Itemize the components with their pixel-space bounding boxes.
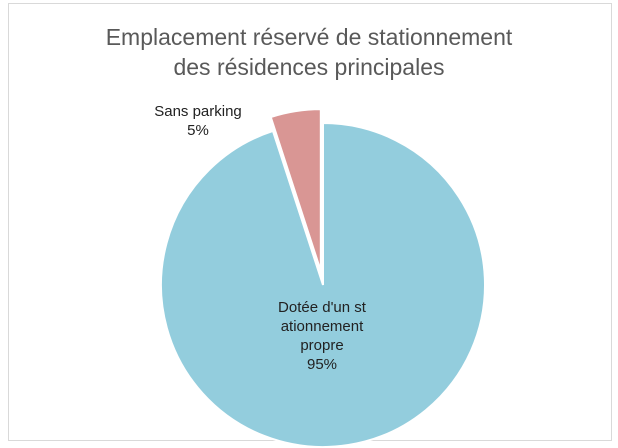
pie-slice [160, 121, 486, 448]
slice-value: 95% [306, 356, 338, 373]
data-label: Dotée d'un stationnement propre 95% [277, 298, 367, 374]
slice-value: 5% [187, 122, 209, 139]
chart-title: Emplacement réservé de stationnement des… [105, 24, 513, 80]
pie-slice [269, 108, 322, 272]
slice-category: Sans parking [154, 103, 242, 120]
slice-category: Dotée d'un stationnement propre [278, 299, 366, 354]
data-label: Sans parking 5% [143, 102, 253, 140]
